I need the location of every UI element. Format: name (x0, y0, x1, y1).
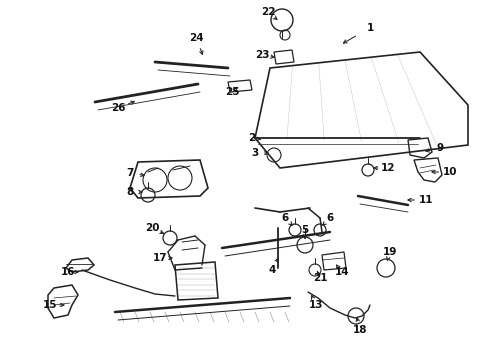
Text: 22: 22 (260, 7, 275, 17)
Text: 21: 21 (312, 273, 326, 283)
Text: 6: 6 (281, 213, 288, 223)
Text: 2: 2 (248, 133, 255, 143)
Text: 12: 12 (380, 163, 394, 173)
Text: 7: 7 (126, 168, 133, 178)
Text: 5: 5 (301, 225, 308, 235)
Text: 15: 15 (42, 300, 57, 310)
Text: 4: 4 (268, 265, 275, 275)
Text: 24: 24 (188, 33, 203, 43)
Text: 19: 19 (382, 247, 396, 257)
Text: 10: 10 (442, 167, 456, 177)
Text: 13: 13 (308, 300, 323, 310)
Text: 16: 16 (61, 267, 75, 277)
Text: 9: 9 (436, 143, 443, 153)
Text: 8: 8 (126, 187, 133, 197)
Text: 20: 20 (144, 223, 159, 233)
Text: 11: 11 (418, 195, 432, 205)
Text: 17: 17 (152, 253, 167, 263)
Text: 23: 23 (254, 50, 269, 60)
Text: 18: 18 (352, 325, 366, 335)
Text: 3: 3 (251, 148, 258, 158)
Text: 14: 14 (334, 267, 348, 277)
Text: 1: 1 (366, 23, 373, 33)
Text: 6: 6 (325, 213, 333, 223)
Text: 26: 26 (110, 103, 125, 113)
Text: 25: 25 (224, 87, 239, 97)
